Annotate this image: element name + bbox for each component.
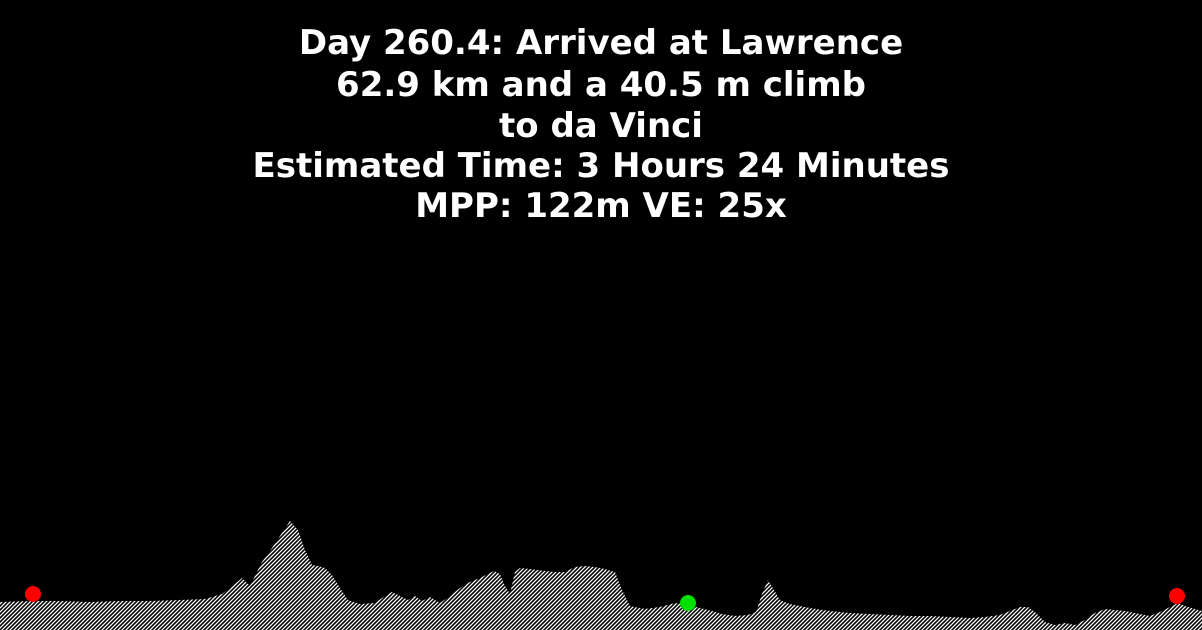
day-status-line: Day 260.4: Arrived at Lawrence — [298, 23, 904, 63]
destination-line: to da Vinci — [499, 106, 703, 146]
mpp-ve-line: MPP: 122m VE: 25x — [415, 186, 787, 226]
end-marker — [1169, 588, 1185, 604]
start-marker — [25, 586, 41, 602]
route-info: Day 260.4: Arrived at Lawrence 62.9 km a… — [0, 22, 1202, 226]
estimated-time-line: Estimated Time: 3 Hours 24 Minutes — [252, 146, 950, 186]
current-position-marker — [680, 595, 696, 611]
terrain-area — [0, 521, 1202, 630]
distance-climb-line: 62.9 km and a 40.5 m climb — [336, 65, 866, 105]
